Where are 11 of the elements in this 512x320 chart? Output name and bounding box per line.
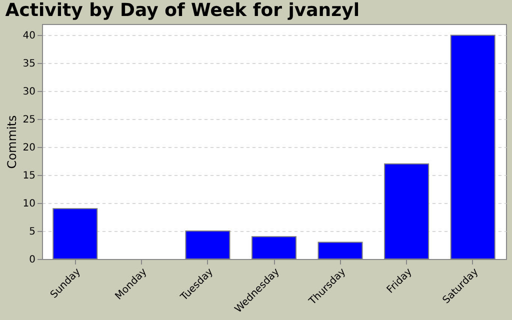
y-tick-label: 5 [29,226,36,238]
chart-title: Activity by Day of Week for jvanzyl [5,0,360,21]
y-tick-label: 30 [22,86,36,98]
y-tick-label: 0 [29,254,36,266]
y-tick-label: 35 [22,58,36,70]
y-tick-label: 20 [22,142,36,154]
y-tick-label: 25 [22,114,36,126]
y-tick-label: 40 [22,30,36,42]
y-tick-label: 15 [22,170,36,182]
y-axis-title: Commits [4,115,19,169]
y-tick-label: 10 [22,198,36,210]
